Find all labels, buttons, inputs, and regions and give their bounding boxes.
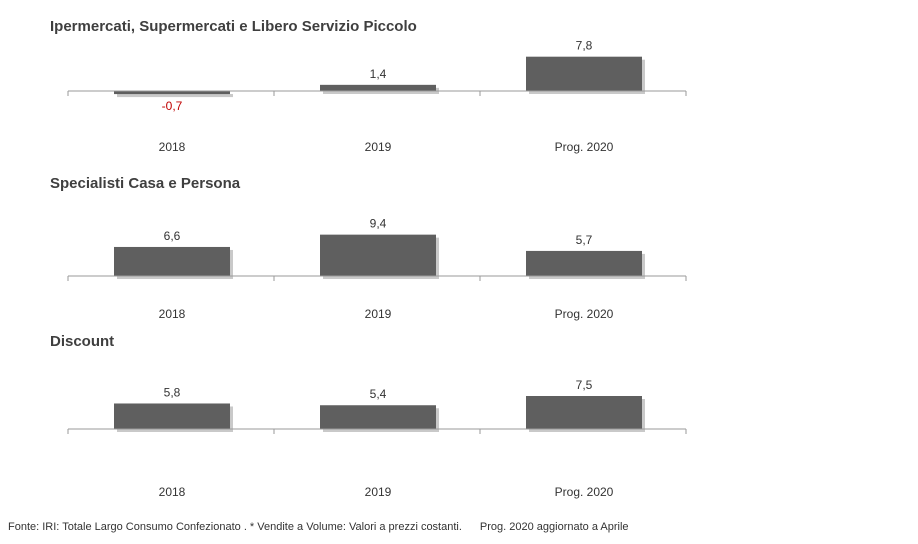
data-label: 5,7: [576, 233, 593, 247]
footer: Fonte: IRI: Totale Largo Consumo Confezi…: [8, 521, 629, 533]
category-label: Prog. 2020: [555, 140, 614, 154]
chart-3: 5,8 2018 5,4 2019 7,5 Prog. 2020: [67, 378, 687, 499]
data-label: 5,4: [370, 387, 387, 401]
data-label: 1,4: [370, 67, 387, 81]
update-note: Prog. 2020 aggiornato a Aprile: [479, 521, 629, 533]
bar-prog-2020: [526, 250, 642, 276]
data-label: 5,8: [164, 385, 181, 399]
category-label: 2018: [159, 140, 186, 154]
data-label: 7,8: [576, 39, 593, 53]
bar-2018: [114, 91, 230, 95]
bar-prog-2020: [526, 396, 642, 429]
data-label: 9,4: [370, 217, 387, 231]
data-label: 7,5: [576, 378, 593, 392]
data-label: -0,7: [162, 99, 183, 113]
category-label: Prog. 2020: [555, 485, 614, 499]
bar-2019: [320, 405, 436, 429]
bar-shadow: [117, 94, 233, 98]
bar-2018: [114, 403, 230, 429]
data-label: 6,6: [164, 229, 181, 243]
bar-prog-2020: [526, 56, 642, 91]
chart-title-3: Discount: [50, 333, 115, 350]
bar-2019: [320, 234, 436, 276]
source-note: Fonte: IRI: Totale Largo Consumo Confezi…: [8, 521, 462, 533]
bar-2018: [114, 246, 230, 276]
chart-title-1: Ipermercati, Supermercati e Libero Servi…: [50, 18, 417, 35]
category-label: 2019: [365, 140, 392, 154]
bar-2019: [320, 84, 436, 91]
chart-2: 6,6 2018 9,4 2019 5,7 Prog. 2020: [67, 217, 687, 321]
category-label: 2019: [365, 485, 392, 499]
category-label: 2018: [159, 485, 186, 499]
category-label: Prog. 2020: [555, 307, 614, 321]
category-label: 2018: [159, 307, 186, 321]
category-label: 2019: [365, 307, 392, 321]
chart-title-2: Specialisti Casa e Persona: [50, 175, 241, 192]
chart-1: -0,7 2018 1,4 2019 7,8 Prog. 2020: [67, 39, 687, 154]
